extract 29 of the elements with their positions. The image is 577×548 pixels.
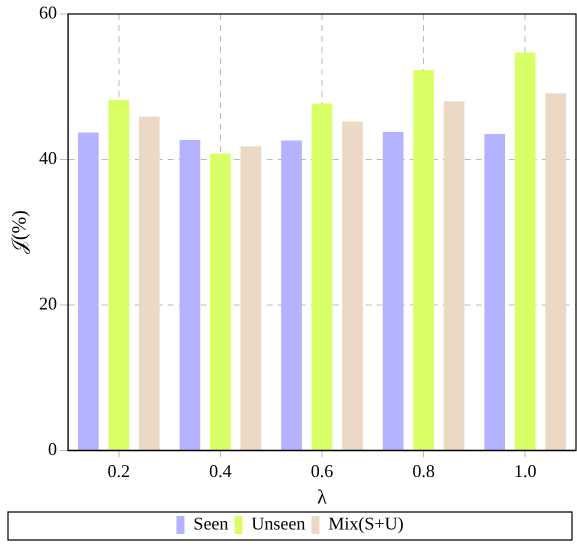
bar xyxy=(78,132,99,450)
legend-label: Mix(S+U) xyxy=(328,514,404,534)
bar xyxy=(281,140,302,450)
y-tick-label: 0 xyxy=(48,439,57,460)
bar xyxy=(108,100,130,450)
bar xyxy=(484,134,506,450)
y-tick-label: 40 xyxy=(39,148,57,168)
x-tick-label: 1.0 xyxy=(514,460,536,481)
x-axis-title: λ xyxy=(317,486,328,508)
x-tick-label: 0.8 xyxy=(412,460,435,481)
y-tick-label: 60 xyxy=(39,2,57,23)
x-tick-label: 0.2 xyxy=(108,460,130,481)
legend-label: Seen xyxy=(193,514,228,534)
x-tick-label: 0.6 xyxy=(310,460,334,481)
x-tick-label: 0.4 xyxy=(209,460,232,481)
bar xyxy=(138,116,160,450)
bar xyxy=(545,93,566,450)
legend-label: Unseen xyxy=(251,514,306,534)
y-tick-label: 20 xyxy=(39,294,57,314)
y-axis-title: 𝒥(%) xyxy=(8,210,30,254)
bar xyxy=(180,140,200,450)
bar xyxy=(210,154,231,450)
bar xyxy=(342,122,363,450)
bar xyxy=(413,70,434,450)
bar xyxy=(312,103,332,450)
bar xyxy=(382,132,404,450)
bar xyxy=(444,101,464,450)
bar xyxy=(514,52,536,450)
bar xyxy=(240,146,262,450)
